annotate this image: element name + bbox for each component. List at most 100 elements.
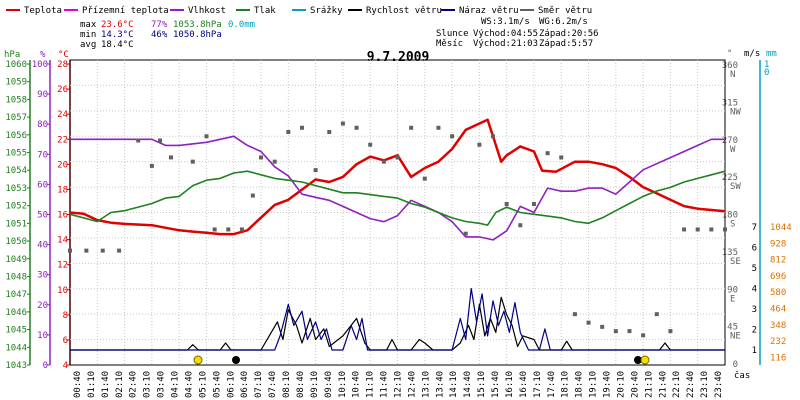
- wind-direction-point: [158, 138, 163, 143]
- wind-direction-point: [395, 155, 400, 160]
- axis-tick-label: 6: [63, 336, 68, 346]
- axis-tick-label: 4: [63, 361, 68, 371]
- dir-tick-label: 225: [722, 173, 738, 183]
- wind-direction-point: [250, 193, 255, 198]
- legend-label: Směr větru: [538, 6, 592, 16]
- x-tick-label: 06:10: [226, 371, 236, 398]
- stat-max-temp: 23.6°C: [101, 20, 134, 30]
- x-tick-label: 08:10: [282, 371, 292, 398]
- wind-direction-point: [168, 155, 173, 160]
- wind-direction-point: [381, 159, 386, 164]
- moon-set: Západ:5:57: [539, 39, 593, 49]
- x-tick-label: 22:10: [672, 371, 682, 398]
- axis-tick-label: 50: [37, 211, 48, 221]
- wind-direction-point: [226, 227, 231, 232]
- axis-tick-label: 1056: [5, 131, 27, 141]
- wind-direction-point: [117, 248, 122, 253]
- x-tick-label: 14:10: [449, 371, 459, 398]
- wind-direction-point: [491, 134, 496, 139]
- hpa-unit: hPa: [4, 50, 20, 60]
- x-tick-label: 05:40: [212, 371, 222, 398]
- x-tick-label: 21:40: [658, 371, 668, 398]
- axis-tick-label: 80: [37, 120, 48, 130]
- axis-tick-label: 1046: [5, 308, 27, 318]
- rain-axis: 10 1044 928 812 696 580 464 348 232 116: [764, 60, 792, 363]
- x-tick-label: 04:10: [171, 371, 181, 398]
- wind-direction-point: [723, 227, 727, 232]
- ms-tick-label: 3: [752, 305, 757, 315]
- wind-direction-point: [436, 125, 441, 130]
- mm2-tick-label: 928: [770, 239, 786, 249]
- axis-tick-label: 10: [57, 286, 68, 296]
- x-tick-label: 15:40: [491, 371, 501, 398]
- wind-direction-point: [600, 324, 605, 329]
- x-tick-label: 14:40: [463, 371, 473, 398]
- wind-direction-point: [518, 223, 523, 228]
- moonset-icon: [232, 356, 240, 364]
- wind-speed-axis: 7 6 5 4 3 2 1: [752, 60, 761, 365]
- legend-label: Teplota: [24, 6, 62, 16]
- stat-max-rain: 0.0mm: [228, 20, 255, 30]
- dir-tick-label: 360: [722, 61, 738, 71]
- wind-direction-point: [613, 329, 618, 334]
- mm-unit: mm: [766, 49, 777, 59]
- axis-tick-label: 90: [37, 90, 48, 100]
- x-tick-label: 09:10: [310, 371, 320, 398]
- wind-direction-point: [559, 155, 564, 160]
- axis-tick-label: 1053: [5, 184, 27, 194]
- wind-direction-point: [545, 151, 550, 156]
- axis-tick-label: 1043: [5, 361, 27, 371]
- wind-direction-point: [409, 125, 414, 130]
- time-axis: 00:40 01:10 01:40 02:10 02:40 03:10 03:40 04:10…: [73, 371, 724, 398]
- mm2-tick-label: 348: [770, 321, 786, 331]
- x-tick-label: 02:40: [129, 371, 139, 398]
- mm2-tick-label: 232: [770, 337, 786, 347]
- x-tick-label: 01:40: [101, 371, 111, 398]
- wind-direction-point: [100, 248, 105, 253]
- ms-tick-label: 4: [752, 285, 757, 295]
- axis-tick-label: 1055: [5, 149, 27, 159]
- stat-min-hum: 46%: [151, 30, 168, 40]
- x-tick-label: 16:10: [505, 371, 515, 398]
- x-tick-label: 20:40: [630, 371, 640, 398]
- mm2-tick-label: 464: [770, 305, 786, 315]
- x-tick-label: 13:40: [435, 371, 445, 398]
- chart-title: 9.7.2009: [367, 50, 430, 65]
- legend: Teplota Přízemní teplota Vlhkost Tlak Srážky…: [6, 6, 592, 16]
- axis-tick-label: 10: [37, 331, 48, 341]
- wind-direction-point: [190, 159, 195, 164]
- x-tick-label: 11:10: [366, 371, 376, 398]
- x-tick-label: 04:40: [184, 371, 194, 398]
- dir-tick-label: 180: [722, 211, 738, 221]
- axis-tick-label: 1051: [5, 219, 27, 229]
- x-tick-label: 00:40: [73, 371, 83, 398]
- mm2-tick-label: 580: [770, 288, 786, 298]
- sun-label: Slunce: [436, 29, 469, 39]
- x-tick-label: 19:10: [589, 371, 599, 398]
- axis-tick-label: 18: [57, 185, 68, 195]
- axis-tick-label: 20: [57, 160, 68, 170]
- wind-direction-point: [709, 227, 714, 232]
- series-layer: [68, 118, 727, 351]
- sunset-icon: [640, 355, 650, 365]
- x-tick-label: 23:10: [700, 371, 710, 398]
- axis-tick-label: 28: [57, 60, 68, 70]
- axis-tick-label: 100: [32, 60, 48, 70]
- x-tick-label: 01:10: [87, 371, 97, 398]
- wind-direction-point: [422, 176, 427, 181]
- x-tick-label: 07:40: [268, 371, 278, 398]
- wind-direction-point: [84, 248, 89, 253]
- axis-tick-label: 1047: [5, 290, 27, 300]
- wind-speed-avg: WS:3.1m/s: [481, 17, 530, 27]
- x-tick-label: 10:10: [338, 371, 348, 398]
- dir-compass-label: SW: [730, 182, 741, 192]
- wind-direction-point: [641, 333, 646, 338]
- x-tick-label: 07:10: [254, 371, 264, 398]
- dir-tick-label: 90: [727, 285, 738, 295]
- ms-tick-label: 1: [752, 346, 757, 356]
- x-tick-label: 03:40: [157, 371, 167, 398]
- pressure-axis: 1060 1059 1058 1057 1056 1055 1054 1053 1052 1051…: [5, 60, 31, 371]
- axis-tick-label: 1060: [5, 60, 27, 70]
- moonrise-icon: [634, 356, 642, 364]
